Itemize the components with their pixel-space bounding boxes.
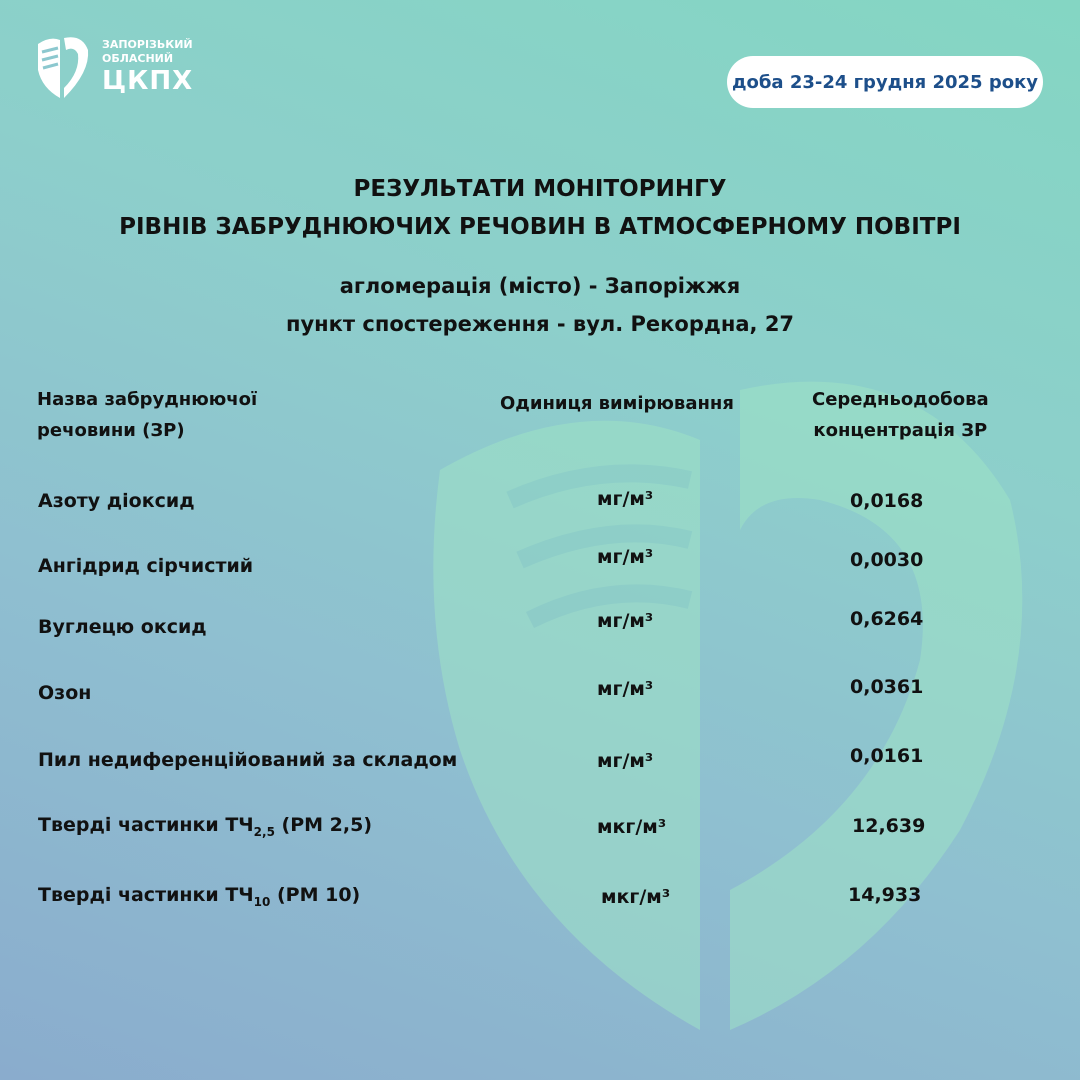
logo-line2: ОБЛАСНИЙ [102,52,174,65]
header-name-2: речовини (ЗР) [37,420,185,441]
logo: ЗАПОРІЗЬКИЙ ОБЛАСНИЙ ЦКПХ [32,32,193,102]
pollutant-name: Вуглецю оксид [38,616,207,638]
logo-line1: ЗАПОРІЗЬКИЙ [102,38,193,51]
concentration-value: 0,0168 [850,490,924,512]
subtitle-line1: агломерація (місто) - Запоріжжя [339,274,741,298]
shield-watermark-icon [433,381,1023,1030]
pollutant-name-text: Пил недиференційований за складом [38,749,458,771]
title-line2: РІВНІВ ЗАБРУДНЮЮЧИХ РЕЧОВИН В АТМОСФЕРНО… [119,214,961,240]
logo-abbr: ЦКПХ [102,66,194,96]
pollutant-name-text: Ангідрид сірчистий [38,555,254,577]
pollutant-name: Тверді частинки ТЧ10 (РМ 10) [38,884,360,909]
pollutant-name: Ангідрид сірчистий [38,555,253,577]
header-unit: Одиниця вимірювання [500,393,734,414]
header-name: Назва забруднюючої речовини (ЗР) [37,384,257,446]
header-conc-1: Середньодобова [812,389,989,410]
concentration-value: 12,639 [852,815,926,837]
concentration-value: 0,0030 [850,549,924,571]
date-badge: доба 23-24 грудня 2025 року [727,56,1043,108]
subtitle-line2: пункт спостереження - вул. Рекордна, 27 [285,312,795,336]
pollutant-suffix: (РМ 2,5) [274,814,373,836]
unit: мкг/м³ [597,816,667,838]
unit: мкг/м³ [601,886,671,908]
pollutant-name-text: Азоту діоксид [38,490,195,512]
header-conc-2: концентрація ЗР [813,420,988,441]
pollutant-subscript: 2,5 [253,824,275,839]
unit: мг/м³ [597,610,654,632]
pollutant-name: Азоту діоксид [38,490,195,512]
pollutant-name-text: Вуглецю оксид [38,616,207,638]
pollutant-name-text: Озон [38,682,92,704]
pollutant-name: Озон [38,682,91,704]
header-concentration: Середньодобова концентрація ЗР [812,384,989,446]
concentration-value: 0,6264 [850,608,924,630]
pollutant-suffix: (РМ 10) [270,884,361,906]
unit: мг/м³ [597,678,654,700]
concentration-value: 0,0161 [850,745,924,767]
title-line1: РЕЗУЛЬТАТИ МОНІТОРИНГУ [353,176,727,202]
concentration-value: 14,933 [848,884,922,906]
unit: мг/м³ [597,546,654,568]
pollutant-subscript: 10 [253,894,271,909]
pollutant-name: Тверді частинки ТЧ2,5 (РМ 2,5) [38,814,372,839]
unit: мг/м³ [597,488,654,510]
header-name-1: Назва забруднюючої [37,389,258,410]
shield-logo-icon [38,37,89,98]
pollutant-name-text: Тверді частинки ТЧ [38,884,254,906]
concentration-value: 0,0361 [850,676,924,698]
pollutant-name-text: Тверді частинки ТЧ [38,814,254,836]
unit: мг/м³ [597,750,654,772]
pollutant-name: Пил недиференційований за складом [38,749,457,771]
